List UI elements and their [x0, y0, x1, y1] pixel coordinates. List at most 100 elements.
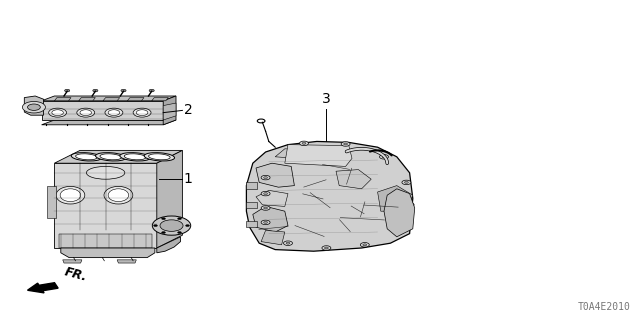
Ellipse shape	[100, 154, 122, 160]
Ellipse shape	[124, 154, 146, 160]
Circle shape	[399, 222, 408, 226]
Polygon shape	[384, 189, 415, 237]
Text: 1: 1	[184, 172, 193, 186]
Ellipse shape	[71, 153, 102, 161]
Circle shape	[284, 241, 292, 245]
Polygon shape	[42, 96, 176, 101]
Circle shape	[264, 193, 268, 195]
Ellipse shape	[86, 166, 125, 179]
Circle shape	[302, 142, 306, 144]
Circle shape	[408, 204, 412, 206]
Text: 2: 2	[184, 103, 193, 117]
Polygon shape	[163, 96, 176, 125]
Polygon shape	[378, 186, 413, 211]
Circle shape	[264, 221, 268, 223]
Circle shape	[324, 247, 328, 249]
Polygon shape	[157, 150, 182, 248]
Circle shape	[401, 223, 405, 225]
Polygon shape	[163, 103, 176, 120]
Polygon shape	[42, 120, 176, 125]
Polygon shape	[246, 141, 413, 251]
Circle shape	[186, 225, 189, 227]
Circle shape	[405, 203, 414, 207]
Circle shape	[178, 218, 182, 220]
Circle shape	[360, 243, 369, 247]
FancyArrow shape	[28, 283, 58, 293]
Circle shape	[286, 242, 290, 244]
Circle shape	[121, 89, 126, 92]
Polygon shape	[261, 230, 285, 245]
Ellipse shape	[148, 154, 170, 160]
Circle shape	[402, 180, 411, 185]
Ellipse shape	[105, 108, 123, 117]
Circle shape	[344, 143, 348, 145]
Circle shape	[28, 104, 40, 110]
Circle shape	[178, 232, 182, 234]
Text: 3: 3	[322, 92, 331, 106]
Circle shape	[162, 218, 165, 220]
Text: FR.: FR.	[63, 265, 88, 284]
Polygon shape	[246, 182, 257, 189]
Polygon shape	[275, 149, 326, 160]
Ellipse shape	[95, 153, 126, 161]
Polygon shape	[117, 260, 136, 263]
Ellipse shape	[80, 110, 92, 116]
Polygon shape	[246, 221, 257, 227]
Circle shape	[160, 220, 183, 231]
Circle shape	[152, 216, 191, 235]
Ellipse shape	[60, 189, 81, 202]
Ellipse shape	[77, 108, 95, 117]
Ellipse shape	[144, 153, 175, 161]
Ellipse shape	[136, 110, 148, 116]
Polygon shape	[63, 260, 82, 263]
Ellipse shape	[49, 108, 67, 117]
Circle shape	[162, 232, 165, 234]
Circle shape	[264, 207, 268, 209]
Polygon shape	[127, 98, 144, 101]
Ellipse shape	[120, 153, 150, 161]
Ellipse shape	[52, 110, 63, 116]
Polygon shape	[246, 202, 257, 208]
Circle shape	[382, 156, 386, 158]
Circle shape	[93, 89, 98, 92]
Polygon shape	[47, 186, 56, 218]
Circle shape	[322, 246, 331, 250]
Polygon shape	[61, 248, 155, 258]
Circle shape	[65, 89, 70, 92]
Polygon shape	[103, 98, 120, 101]
Ellipse shape	[133, 108, 151, 117]
Polygon shape	[54, 163, 157, 248]
Circle shape	[341, 142, 350, 146]
Circle shape	[22, 101, 45, 113]
Polygon shape	[54, 98, 71, 101]
Text: T0A4E2010: T0A4E2010	[577, 302, 630, 312]
Ellipse shape	[108, 189, 129, 202]
Polygon shape	[256, 190, 288, 206]
Circle shape	[261, 206, 270, 210]
Ellipse shape	[108, 110, 120, 116]
Polygon shape	[152, 98, 168, 101]
Circle shape	[149, 89, 154, 92]
Polygon shape	[59, 234, 152, 248]
Circle shape	[257, 119, 265, 123]
Ellipse shape	[56, 186, 85, 204]
Circle shape	[363, 244, 367, 246]
Ellipse shape	[76, 154, 97, 160]
Polygon shape	[42, 101, 163, 120]
Polygon shape	[24, 96, 44, 115]
Circle shape	[261, 175, 270, 180]
Polygon shape	[79, 98, 95, 101]
Circle shape	[261, 191, 270, 196]
Circle shape	[261, 220, 270, 225]
Circle shape	[380, 155, 388, 159]
Ellipse shape	[104, 186, 133, 204]
Polygon shape	[336, 170, 371, 189]
Polygon shape	[54, 150, 182, 163]
Circle shape	[404, 181, 408, 183]
Polygon shape	[253, 206, 288, 232]
Circle shape	[300, 141, 308, 146]
Circle shape	[264, 177, 268, 179]
Polygon shape	[256, 163, 294, 187]
Circle shape	[154, 225, 157, 227]
Polygon shape	[157, 237, 180, 253]
